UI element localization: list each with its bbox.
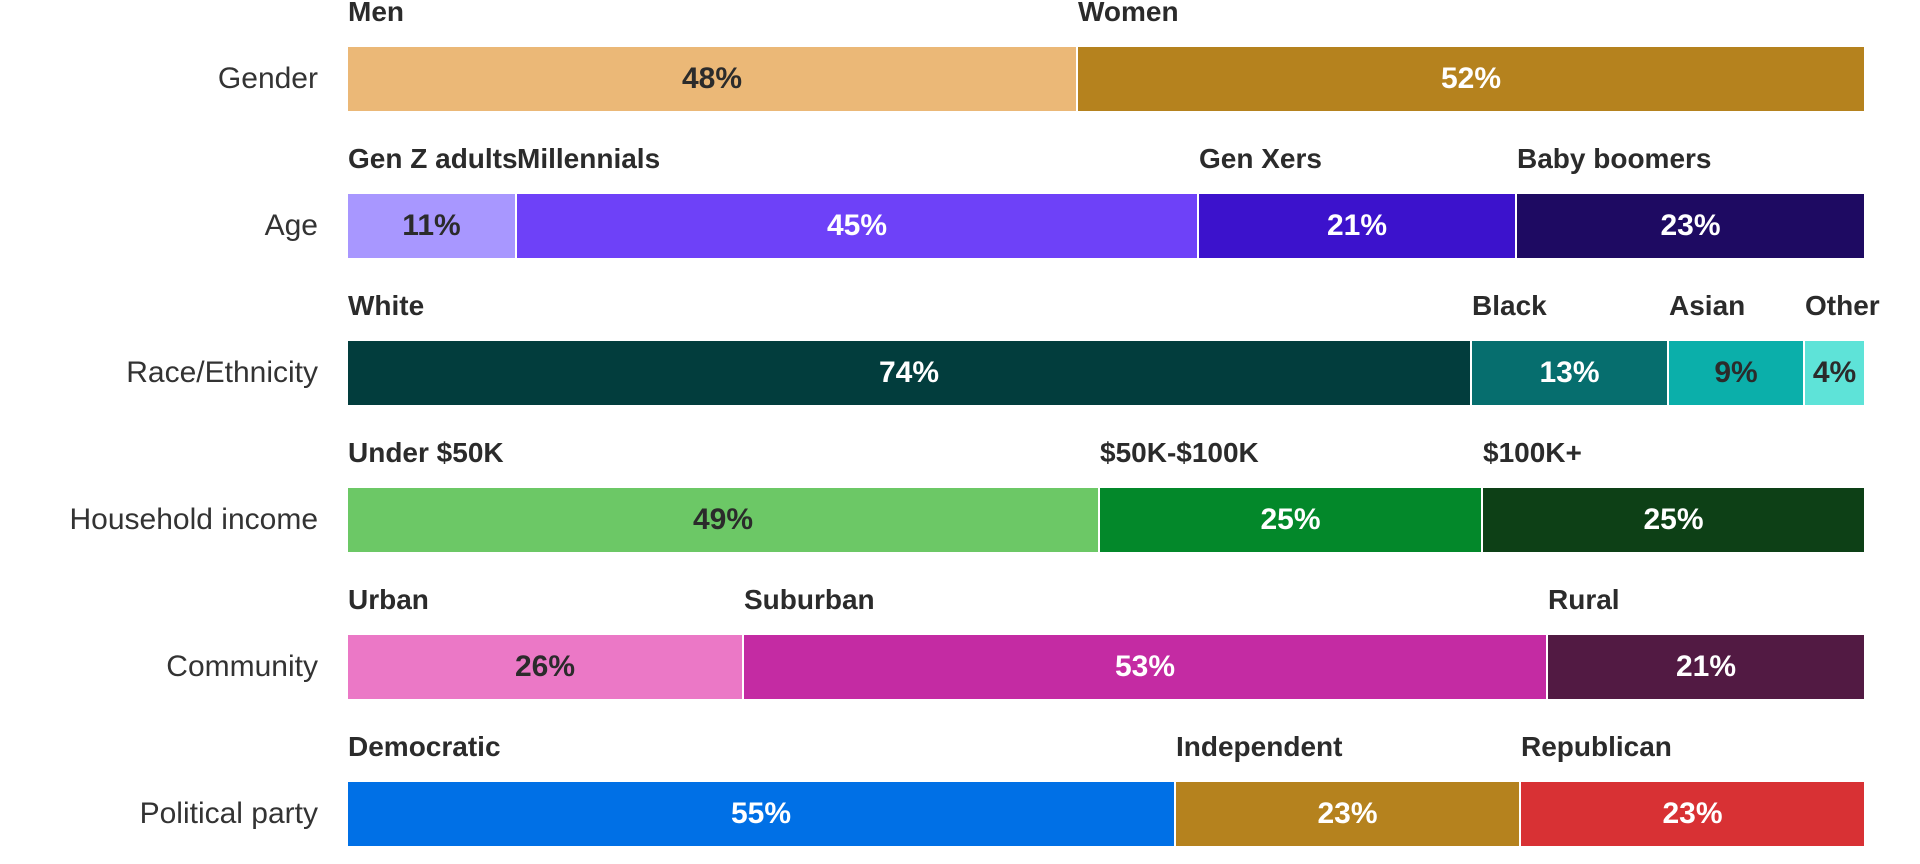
data-label: 74% xyxy=(878,356,940,389)
bar-row-age: Age 11% Gen Z adults 45% Millennials 21% Gen X… xyxy=(0,143,1920,258)
category-label: Millennials xyxy=(517,143,661,174)
category-label: White xyxy=(348,290,425,321)
bar-track: 26% Urban 53% Suburban 21% Rural xyxy=(348,584,1864,699)
data-label: 25% xyxy=(1643,503,1704,536)
bar-row-race-ethnicity: Race/Ethnicity 74% White 13% Black 9% Asian 4% O… xyxy=(0,290,1920,405)
bar-segment-other: 4% Other xyxy=(1803,290,1880,405)
category-label: $50K-$100K xyxy=(1100,437,1259,468)
data-label: 23% xyxy=(1662,797,1723,830)
data-label: 26% xyxy=(514,650,576,683)
data-label: 23% xyxy=(1660,209,1721,242)
category-label: Women xyxy=(1078,0,1179,27)
category-label: Under $50K xyxy=(348,437,504,468)
bar-track: 48% Men 52% Women xyxy=(348,0,1864,111)
row-label: Age xyxy=(264,209,318,242)
category-label: Independent xyxy=(1176,731,1343,762)
data-label: 11% xyxy=(402,209,461,242)
data-label: 4% xyxy=(1812,356,1857,389)
bar-segment-men: 48% Men xyxy=(348,0,1076,111)
bar-segment-democratic: 55% Democratic xyxy=(348,731,1174,846)
bar-segment-urban: 26% Urban xyxy=(348,584,742,699)
data-label: 55% xyxy=(730,797,792,830)
data-label: 53% xyxy=(1114,650,1176,683)
category-label: Black xyxy=(1472,290,1547,321)
bar-row-political-party: Political party 55% Democratic 23% Independe… xyxy=(0,731,1920,846)
row-label: Community xyxy=(166,650,318,683)
bar-track: 74% White 13% Black 9% Asian 4% Other xyxy=(348,290,1880,405)
bar-segment-suburban: 53% Suburban xyxy=(742,584,1546,699)
bar-track: 55% Democratic 23% Independent 23% Republican xyxy=(348,731,1864,846)
bar-segment-50k-100k: 25% $50K-$100K xyxy=(1098,437,1481,552)
bar-segment-black: 13% Black xyxy=(1470,290,1667,405)
bar-track: 49% Under $50K 25% $50K-$100K 25% $100K+ xyxy=(348,437,1864,552)
data-label: 52% xyxy=(1440,62,1502,95)
bar-segment-asian: 9% Asian xyxy=(1667,290,1803,405)
bar-segment-rural: 21% Rural xyxy=(1546,584,1864,699)
row-label: Political party xyxy=(139,797,318,830)
data-label: 21% xyxy=(1675,650,1737,683)
data-label: 49% xyxy=(692,503,754,536)
bar-segment-women: 52% Women xyxy=(1076,0,1864,111)
category-label: Baby boomers xyxy=(1517,143,1712,174)
row-label: Household income xyxy=(69,503,318,536)
row-label: Race/Ethnicity xyxy=(126,356,318,389)
data-label: 48% xyxy=(681,62,743,95)
category-label: Gen Xers xyxy=(1199,143,1322,174)
category-label: Other xyxy=(1805,290,1880,321)
category-label: Republican xyxy=(1521,731,1672,762)
row-label: Gender xyxy=(217,62,318,95)
data-label: 25% xyxy=(1260,503,1321,536)
bar-segment-under-50k: 49% Under $50K xyxy=(348,437,1098,552)
category-label: $100K+ xyxy=(1483,437,1582,468)
bar-row-gender: Gender 48% Men 52% Women xyxy=(0,0,1920,111)
category-label: Democratic xyxy=(348,731,501,762)
bar-segment-gen-z-adults: 11% Gen Z adults xyxy=(348,143,518,258)
bar-segment-baby-boomers: 23% Baby boomers xyxy=(1515,143,1864,258)
category-label: Gen Z adults xyxy=(348,143,518,174)
bar-segment-white: 74% White xyxy=(348,290,1470,405)
bar-segment-millennials: 45% Millennials xyxy=(515,143,1197,258)
bar-segment-republican: 23% Republican xyxy=(1519,731,1864,846)
bar-segment-gen-xers: 21% Gen Xers xyxy=(1197,143,1515,258)
category-label: Suburban xyxy=(744,584,875,615)
category-label: Urban xyxy=(348,584,429,615)
data-label: 23% xyxy=(1317,797,1378,830)
data-label: 9% xyxy=(1714,356,1758,389)
category-label: Asian xyxy=(1669,290,1746,321)
bar-segment-independent: 23% Independent xyxy=(1174,731,1519,846)
bar-segment-100k: 25% $100K+ xyxy=(1481,437,1864,552)
category-label: Men xyxy=(348,0,404,27)
data-label: 21% xyxy=(1326,209,1388,242)
bar-track: 11% Gen Z adults 45% Millennials 21% Gen Xers… xyxy=(348,143,1864,258)
data-label: 45% xyxy=(826,209,888,242)
bar-row-community: Community 26% Urban 53% Suburban 21% Rural xyxy=(0,584,1920,699)
bar-row-household-income: Household income 49% Under $50K 25% $50K-$10… xyxy=(0,437,1920,552)
category-label: Rural xyxy=(1548,584,1620,615)
data-label: 13% xyxy=(1539,356,1600,389)
